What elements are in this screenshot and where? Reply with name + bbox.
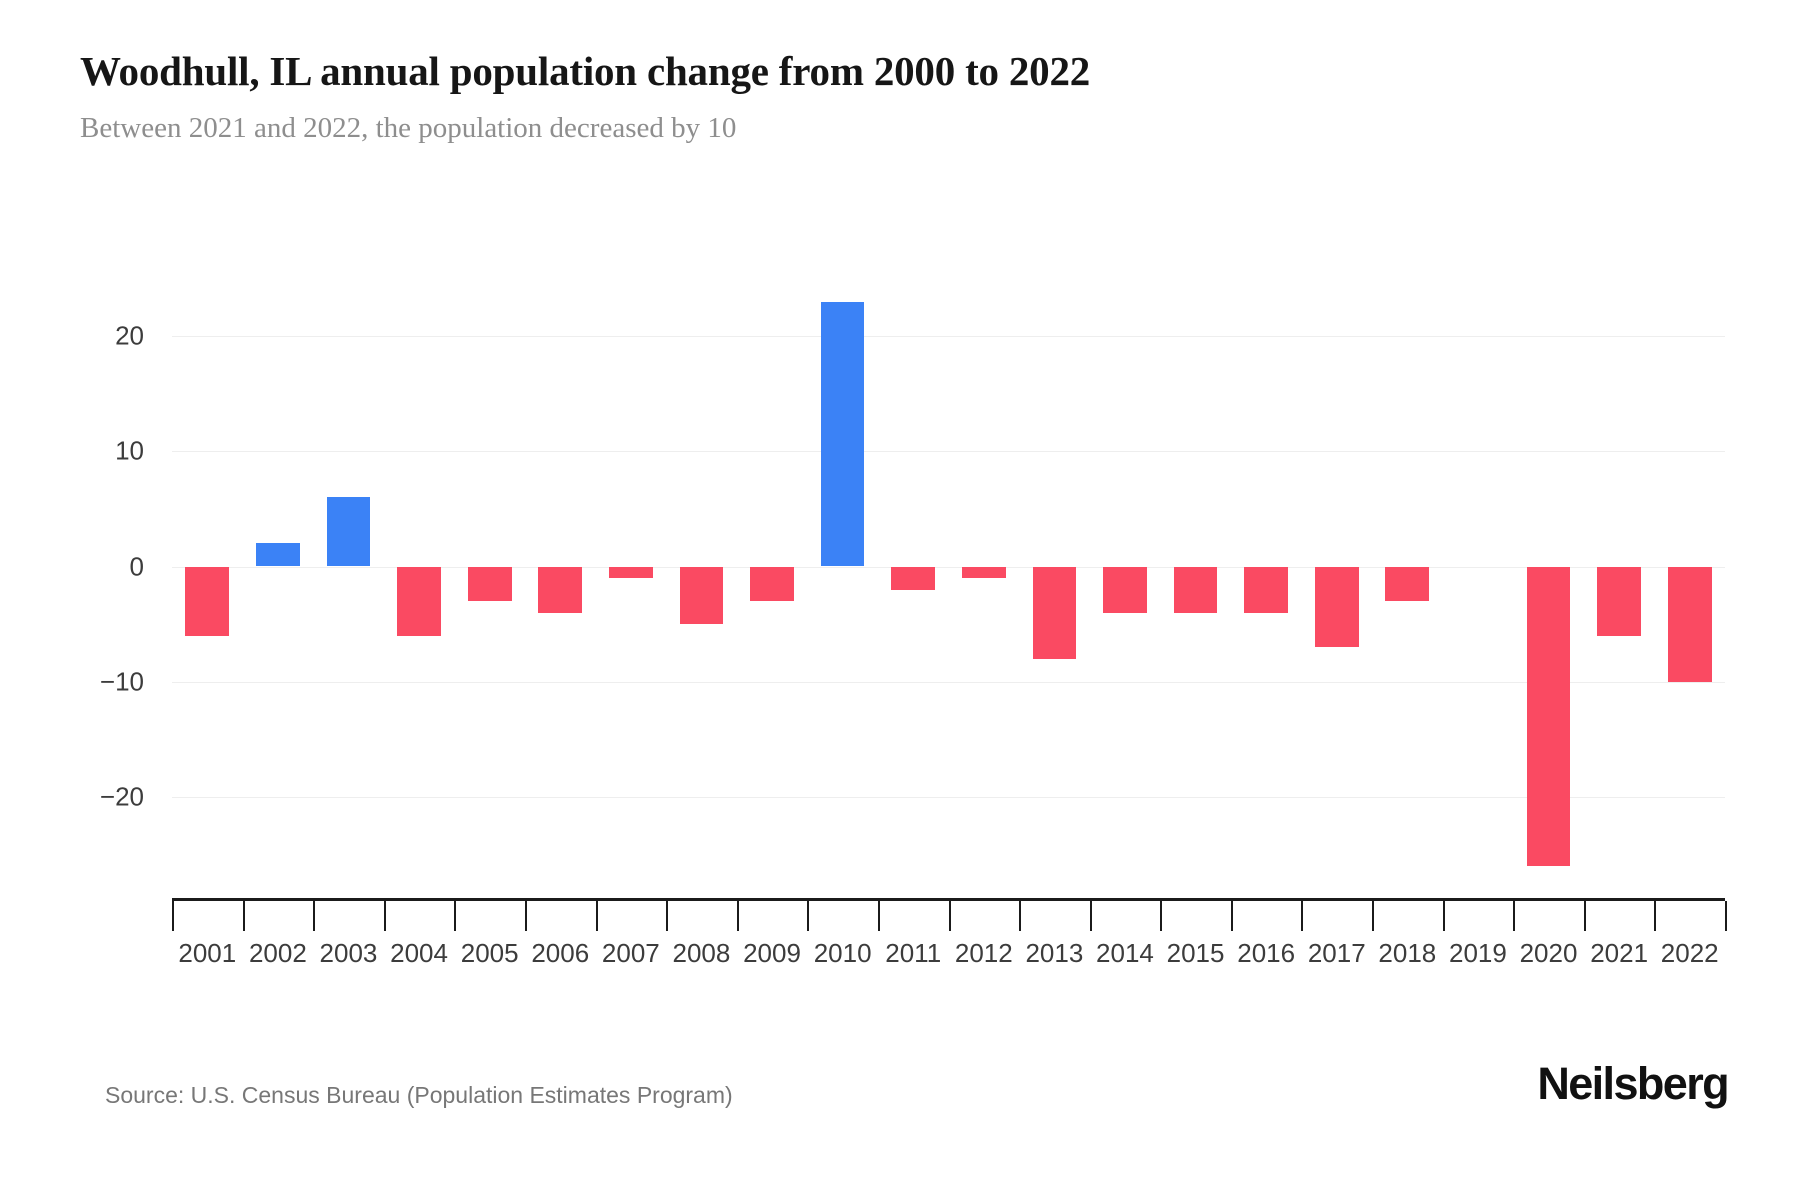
x-axis-label-2022: 2022 bbox=[1660, 938, 1719, 968]
page-title: Woodhull, IL annual population change fr… bbox=[80, 48, 1091, 94]
x-axis-tick bbox=[242, 901, 245, 931]
bar-2002[interactable] bbox=[256, 543, 300, 567]
bar-2008[interactable] bbox=[679, 566, 724, 625]
gridline bbox=[172, 451, 1725, 453]
x-axis-tick bbox=[666, 901, 669, 931]
bar-2009[interactable] bbox=[750, 566, 794, 602]
gridline bbox=[172, 336, 1725, 338]
bar-2021[interactable] bbox=[1597, 566, 1641, 636]
x-axis-label-2019: 2019 bbox=[1449, 938, 1507, 968]
y-axis-tick-label: −10 bbox=[99, 666, 144, 697]
bar-2001[interactable] bbox=[185, 566, 230, 636]
x-axis-tick bbox=[1654, 901, 1657, 931]
x-axis-tick bbox=[1230, 901, 1233, 931]
x-axis-label-2005: 2005 bbox=[460, 938, 519, 968]
x-axis-line bbox=[172, 898, 1725, 901]
x-axis-label-2013: 2013 bbox=[1025, 938, 1084, 968]
x-axis-label-2021: 2021 bbox=[1590, 938, 1649, 968]
bar-2012[interactable] bbox=[961, 566, 1006, 579]
bar-2013[interactable] bbox=[1032, 566, 1077, 659]
x-axis-tick bbox=[1583, 901, 1586, 931]
x-axis-tick bbox=[172, 901, 174, 931]
bar-2018[interactable] bbox=[1385, 566, 1430, 602]
y-axis-tick-label: 0 bbox=[129, 551, 144, 581]
page-subtitle: Between 2021 and 2022, the population de… bbox=[80, 112, 737, 145]
x-axis-label-2012: 2012 bbox=[954, 938, 1013, 968]
x-axis-label-2015: 2015 bbox=[1166, 938, 1225, 968]
zero-gridline bbox=[172, 566, 1725, 568]
y-axis-tick-label: 20 bbox=[115, 320, 144, 351]
bar-2011[interactable] bbox=[891, 566, 936, 590]
chart-header: Woodhull, IL annual population change fr… bbox=[80, 48, 1720, 146]
x-axis-tick bbox=[1019, 901, 1022, 931]
x-axis-tick bbox=[948, 901, 951, 931]
y-axis-tick-label: −20 bbox=[99, 781, 144, 812]
x-axis-label-2006: 2006 bbox=[531, 938, 590, 968]
bar-2014[interactable] bbox=[1103, 566, 1147, 613]
x-axis-label-2016: 2016 bbox=[1237, 938, 1296, 968]
x-axis-tick bbox=[807, 901, 810, 931]
x-axis-tick bbox=[1513, 901, 1516, 931]
x-axis-tick bbox=[1725, 901, 1727, 931]
bar-2004[interactable] bbox=[397, 566, 441, 636]
bar-2007[interactable] bbox=[608, 566, 653, 579]
x-axis-label-2001: 2001 bbox=[178, 938, 237, 968]
x-axis-label-2007: 2007 bbox=[601, 938, 660, 968]
x-axis-tick bbox=[454, 901, 457, 931]
bar-2022[interactable] bbox=[1667, 566, 1712, 682]
bar-2020[interactable] bbox=[1526, 566, 1571, 867]
x-axis-tick bbox=[1160, 901, 1163, 931]
x-axis-tick bbox=[1301, 901, 1304, 931]
x-axis-label-2003: 2003 bbox=[319, 938, 378, 968]
bar-2010[interactable] bbox=[820, 301, 865, 567]
x-axis-tick bbox=[383, 901, 386, 931]
x-axis-tick bbox=[524, 901, 527, 931]
x-axis-label-2010: 2010 bbox=[813, 938, 872, 968]
source-note: Source: U.S. Census Bureau (Population E… bbox=[105, 1082, 733, 1108]
bar-2016[interactable] bbox=[1244, 566, 1289, 613]
x-axis-label-2002: 2002 bbox=[248, 938, 307, 968]
y-axis-labels: 20 10 0 −10 −20 bbox=[0, 0, 172, 1200]
bar-2005[interactable] bbox=[467, 566, 512, 602]
bar-2006[interactable] bbox=[538, 566, 583, 613]
x-axis-label-2014: 2014 bbox=[1096, 938, 1154, 968]
x-axis-label-2020: 2020 bbox=[1519, 938, 1578, 968]
gridline bbox=[172, 796, 1725, 798]
x-axis-tick bbox=[1442, 901, 1445, 931]
x-axis-tick bbox=[877, 901, 880, 931]
x-axis-tick bbox=[1372, 901, 1375, 931]
x-axis-tick bbox=[595, 901, 598, 931]
x-axis-label-2018: 2018 bbox=[1378, 938, 1437, 968]
brand-logo: Neilsberg bbox=[1537, 1058, 1729, 1109]
gridline bbox=[172, 681, 1725, 683]
x-axis-label-2009: 2009 bbox=[743, 938, 801, 968]
bar-2003[interactable] bbox=[326, 497, 371, 567]
plot-canvas bbox=[172, 300, 1725, 898]
x-axis-label-2017: 2017 bbox=[1307, 938, 1366, 968]
x-axis-label-2008: 2008 bbox=[672, 938, 731, 968]
x-axis-label-2004: 2004 bbox=[390, 938, 448, 968]
x-axis-label-2011: 2011 bbox=[885, 938, 942, 968]
x-axis-tick bbox=[736, 901, 739, 931]
x-axis-tick bbox=[313, 901, 316, 931]
bar-2017[interactable] bbox=[1314, 566, 1359, 648]
bar-2015[interactable] bbox=[1173, 566, 1218, 613]
bars-group bbox=[172, 300, 1725, 898]
y-axis-tick-label: 10 bbox=[115, 435, 144, 466]
x-axis-tick bbox=[1089, 901, 1092, 931]
